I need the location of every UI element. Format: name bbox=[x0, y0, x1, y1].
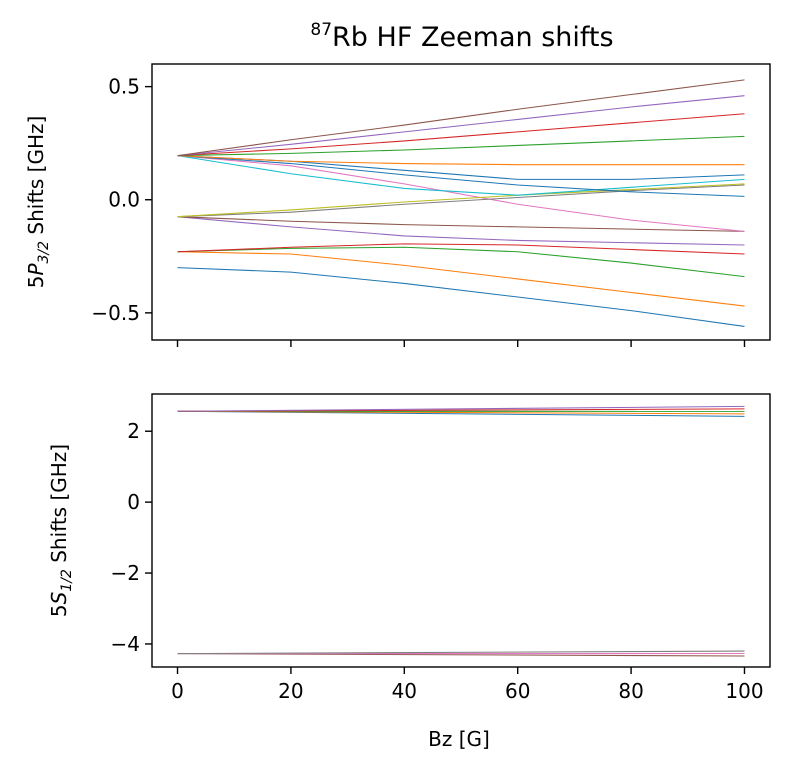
title-superscript: 87 bbox=[310, 20, 332, 40]
y-tick-label: 0 bbox=[127, 490, 140, 514]
series-line-12 bbox=[177, 155, 745, 180]
series-line-5 bbox=[177, 216, 745, 246]
series-line-7 bbox=[177, 155, 745, 232]
series-line-10 bbox=[177, 155, 745, 196]
series-line-5 bbox=[177, 405, 745, 412]
series-group bbox=[177, 79, 745, 327]
series-line-1 bbox=[177, 267, 745, 327]
series-line-4 bbox=[177, 243, 745, 255]
x-tick-label: 40 bbox=[392, 679, 417, 703]
x-tick-label: 20 bbox=[278, 679, 303, 703]
y-tick-label: 0.5 bbox=[108, 75, 140, 99]
series-group bbox=[177, 405, 745, 657]
series-line-13 bbox=[177, 155, 745, 166]
y-tick-label: 2 bbox=[127, 419, 140, 443]
x-tick-label: 100 bbox=[725, 679, 763, 703]
series-line-8 bbox=[177, 650, 745, 655]
x-tick-label: 0 bbox=[171, 679, 184, 703]
series-line-9 bbox=[177, 183, 745, 218]
x-tick-label: 80 bbox=[618, 679, 643, 703]
axes-frame bbox=[151, 63, 771, 341]
series-line-16 bbox=[177, 95, 745, 157]
series-line-8 bbox=[177, 184, 745, 218]
y-tick-label: 0.0 bbox=[108, 188, 140, 212]
series-line-17 bbox=[177, 79, 745, 157]
x-tick-label: 60 bbox=[505, 679, 530, 703]
x-axis-label: Bz [G] bbox=[428, 727, 490, 751]
series-line-3 bbox=[177, 246, 745, 278]
series-line-14 bbox=[177, 135, 745, 157]
axes-frame bbox=[151, 393, 771, 668]
y-tick-label: −4 bbox=[111, 632, 140, 656]
y-tick-label: −0.5 bbox=[91, 301, 140, 325]
y-axis-label: 5P3/2 Shifts [GHz] bbox=[24, 116, 52, 289]
y-tick-label: −2 bbox=[111, 561, 140, 585]
series-line-11 bbox=[177, 155, 745, 197]
top-panel-5p32: 0.5 0.0 −0.5 5P3/2 Shifts [GHz] bbox=[24, 63, 771, 347]
series-line-6 bbox=[177, 216, 745, 232]
chart-title: 87Rb HF Zeeman shifts bbox=[310, 20, 613, 53]
title-main: Rb HF Zeeman shifts bbox=[332, 22, 614, 53]
y-axis-label: 5S1/2 Shifts [GHz] bbox=[47, 444, 75, 617]
series-line-2 bbox=[177, 251, 745, 307]
series-line-15 bbox=[177, 113, 745, 157]
